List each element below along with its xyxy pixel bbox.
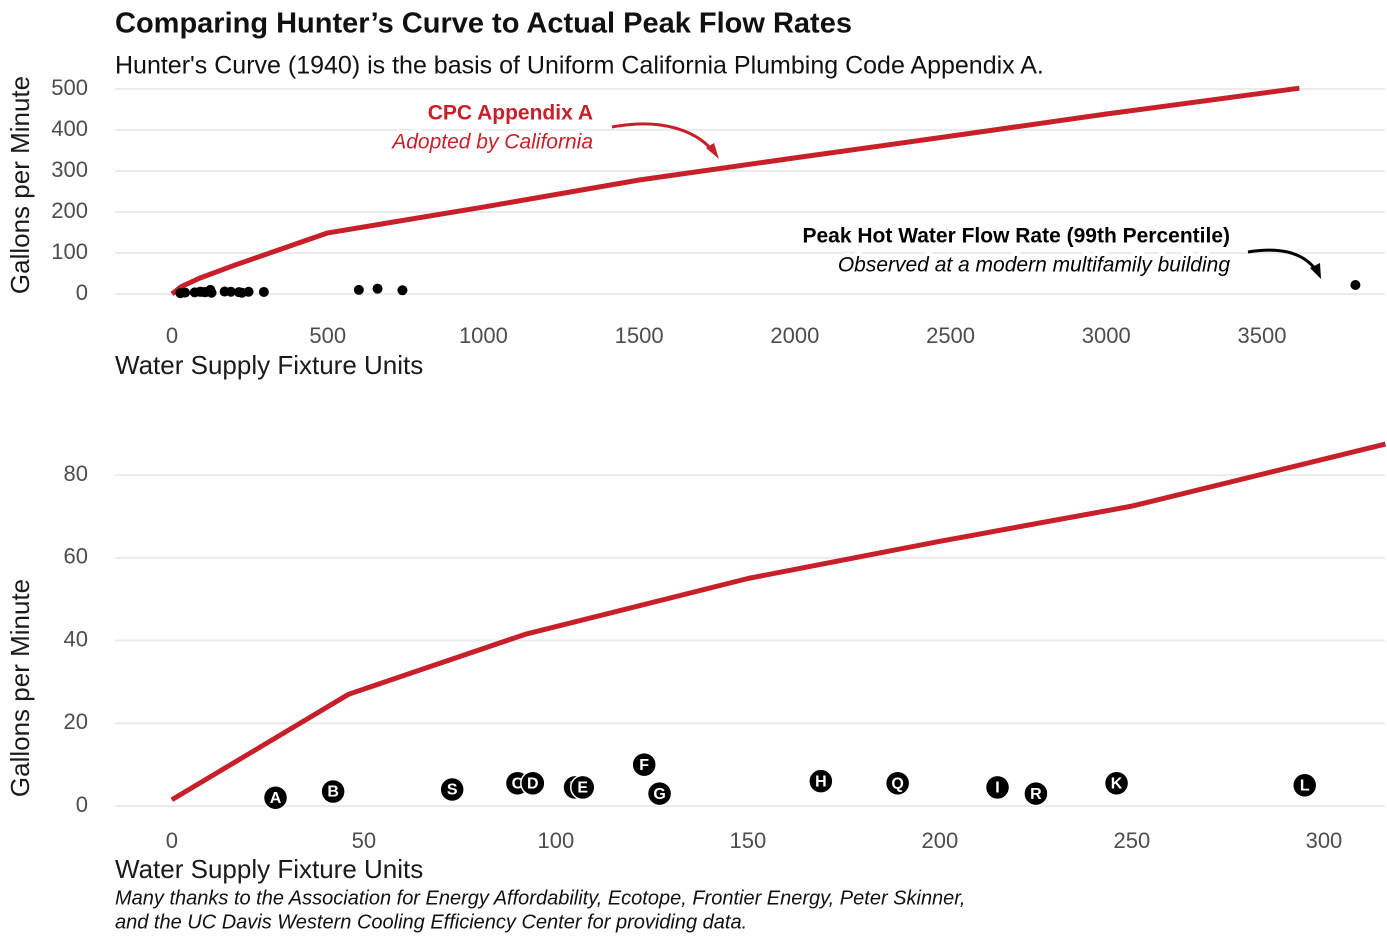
point-label: G <box>653 786 665 803</box>
point <box>353 284 364 295</box>
x-tick-label: 500 <box>309 323 346 348</box>
point <box>397 285 408 296</box>
point <box>262 784 289 811</box>
point-label: S <box>447 782 458 799</box>
point-label: H <box>815 773 827 790</box>
y-tick-label: 500 <box>51 75 88 100</box>
annotation: Adopted by California <box>390 131 593 154</box>
x-axis-title: Water Supply Fixture Units <box>115 350 423 380</box>
footnote: and the UC Davis Western Cooling Efficie… <box>115 911 747 933</box>
x-tick-label: 2500 <box>926 323 975 348</box>
point <box>243 286 254 297</box>
point-label: F <box>639 757 649 774</box>
arrow-head <box>1310 263 1321 279</box>
x-tick-label: 2000 <box>770 323 819 348</box>
curve <box>170 441 1386 802</box>
y-tick-label: 300 <box>51 157 88 182</box>
y-tick-label: 40 <box>64 626 88 651</box>
annotation-arrow <box>1247 248 1318 271</box>
x-tick-label: 150 <box>730 828 767 853</box>
point <box>372 283 383 294</box>
point-label: I <box>995 780 999 797</box>
point <box>984 774 1011 801</box>
arrow-head <box>706 143 719 159</box>
point <box>884 770 911 796</box>
chart-subtitle: Hunter's Curve (1940) is the basis of Un… <box>115 52 1044 80</box>
point-label: K <box>1111 775 1123 792</box>
annotation: Peak Hot Water Flow Rate (99th Percentil… <box>803 225 1231 248</box>
point <box>1023 780 1049 807</box>
x-tick-label: 0 <box>166 828 178 853</box>
point-label: L <box>1300 778 1310 795</box>
point <box>180 287 191 298</box>
y-tick-label: 80 <box>64 461 88 486</box>
x-tick-label: 3500 <box>1238 323 1287 348</box>
x-tick-label: 250 <box>1114 828 1151 853</box>
annotation-arrow <box>611 122 714 151</box>
x-tick-label: 1000 <box>459 323 508 348</box>
point <box>1291 772 1318 799</box>
point-label: Q <box>891 775 903 792</box>
y-axis-title: Gallons per Minute <box>5 579 35 797</box>
y-tick-label: 100 <box>51 239 88 264</box>
point-label: A <box>270 790 282 807</box>
point-label: E <box>577 780 588 797</box>
y-tick-label: 400 <box>51 116 88 141</box>
annotation: Observed at a modern multifamily buildin… <box>838 254 1231 277</box>
point <box>520 770 546 796</box>
x-tick-label: 200 <box>922 828 959 853</box>
point <box>631 751 657 778</box>
chart-title: Comparing Hunter’s Curve to Actual Peak … <box>115 8 852 40</box>
x-tick-label: 1500 <box>615 323 664 348</box>
point <box>225 286 236 297</box>
y-axis-title: Gallons per Minute <box>5 76 35 294</box>
y-tick-label: 200 <box>51 198 88 223</box>
footnote: Many thanks to the Association for Energ… <box>115 887 965 909</box>
annotation: CPC Appendix A <box>428 102 593 125</box>
y-tick-label: 20 <box>64 709 88 734</box>
x-tick-label: 300 <box>1306 828 1343 853</box>
point <box>258 286 269 297</box>
y-tick-label: 60 <box>64 544 88 569</box>
x-tick-label: 50 <box>352 828 376 853</box>
annotation-layer <box>611 122 1321 279</box>
point <box>206 287 217 298</box>
point <box>320 778 346 805</box>
x-axis-title: Water Supply Fixture Units <box>115 854 423 884</box>
point-label: B <box>327 784 339 801</box>
point <box>439 776 465 803</box>
point-label: R <box>1030 786 1042 803</box>
x-tick-label: 100 <box>538 828 575 853</box>
y-tick-label: 0 <box>76 792 88 817</box>
point <box>570 774 596 801</box>
point <box>808 768 834 794</box>
x-tick-label: 0 <box>166 323 178 348</box>
point <box>1350 279 1361 290</box>
point <box>646 780 673 807</box>
point-label: D <box>527 775 539 792</box>
curve <box>170 85 1300 296</box>
point <box>1103 770 1130 796</box>
x-tick-label: 3000 <box>1082 323 1131 348</box>
y-tick-label: 0 <box>76 280 88 305</box>
